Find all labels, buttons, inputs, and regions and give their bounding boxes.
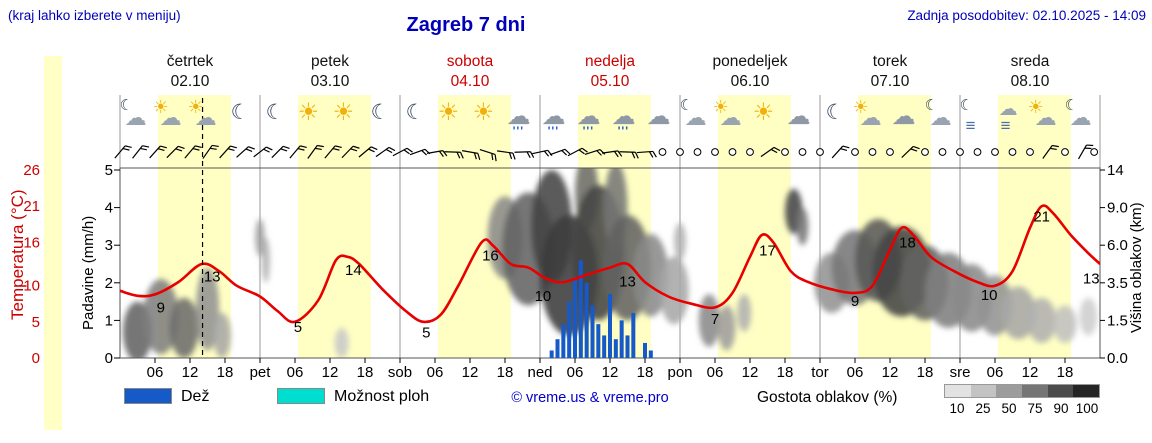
temperature-curve	[120, 204, 1100, 324]
rain-legend-swatch	[124, 388, 172, 404]
svg-text:5: 5	[294, 319, 302, 336]
showers-legend-swatch	[277, 388, 325, 404]
showers-legend-label: Možnost ploh	[334, 388, 430, 405]
left-daylight-strip	[44, 56, 62, 430]
svg-text:16: 16	[482, 247, 499, 264]
svg-text:sob: sob	[388, 364, 412, 381]
svg-text:10: 10	[535, 288, 552, 305]
svg-text:5: 5	[422, 325, 430, 342]
menu-hint[interactable]: (kraj lahko izberete v meniju)	[8, 8, 181, 23]
svg-text:21: 21	[1033, 208, 1050, 225]
svg-text:06: 06	[987, 364, 1004, 381]
svg-text:0: 0	[32, 350, 40, 367]
precipitation-tick-labels: 5 4 3 2 1 0	[105, 162, 120, 367]
svg-text:12: 12	[882, 364, 899, 381]
last-update: Zadnja posodobitev: 02.10.2025 - 14:09	[907, 8, 1146, 23]
svg-text:06: 06	[847, 364, 864, 381]
day-header-četrtek: četrtek 02.10	[166, 53, 214, 90]
svg-text:0: 0	[105, 350, 113, 367]
svg-text:9.0: 9.0	[1107, 200, 1128, 217]
svg-text:7: 7	[711, 311, 719, 328]
cloud-density-legend-label: Gostota oblakov (%)	[757, 389, 898, 406]
svg-text:17: 17	[759, 242, 776, 259]
cloud-density-scale-labels: 10 25 50 75 90 100	[949, 401, 1099, 416]
svg-text:13: 13	[1083, 270, 1100, 287]
svg-text:2: 2	[105, 275, 113, 292]
svg-text:9: 9	[851, 293, 859, 310]
svg-text:18: 18	[1057, 364, 1074, 381]
svg-text:18: 18	[357, 364, 374, 381]
svg-text:1: 1	[105, 312, 113, 329]
svg-text:18: 18	[217, 364, 234, 381]
svg-text:06: 06	[567, 364, 584, 381]
svg-text:14: 14	[1107, 162, 1124, 179]
svg-text:12: 12	[462, 364, 479, 381]
page-title: Zagreb 7 dni	[406, 14, 526, 36]
rain-legend-label: Dež	[181, 388, 210, 405]
svg-text:06: 06	[147, 364, 164, 381]
svg-text:3: 3	[105, 237, 113, 254]
day-header-nedelja: nedelja 05.10	[585, 53, 635, 90]
svg-text:06: 06	[287, 364, 304, 381]
temperature-tick-labels: 26 21 16 10 5 0	[23, 162, 40, 367]
svg-text:sre: sre	[950, 364, 971, 381]
svg-text:ned: ned	[527, 364, 552, 381]
svg-text:12: 12	[742, 364, 759, 381]
svg-text:5: 5	[105, 162, 113, 179]
svg-text:10: 10	[981, 287, 998, 304]
wind-row	[114, 144, 1099, 162]
cloud-height-tick-labels: 14 9.0 6.0 3.5 1.5 0.0	[1100, 162, 1128, 367]
svg-text:18: 18	[637, 364, 654, 381]
svg-text:3.5: 3.5	[1107, 275, 1128, 292]
svg-text:13: 13	[619, 273, 636, 290]
svg-text:06: 06	[707, 364, 724, 381]
svg-text:16: 16	[23, 234, 40, 251]
svg-text:12: 12	[1022, 364, 1039, 381]
svg-text:18: 18	[899, 234, 916, 251]
svg-text:12: 12	[602, 364, 619, 381]
svg-text:06: 06	[427, 364, 444, 381]
svg-text:21: 21	[23, 198, 40, 215]
rain-bars	[549, 260, 653, 358]
day-header-sobota: sobota 04.10	[446, 53, 494, 90]
day-header-torek: torek 07.10	[870, 53, 910, 90]
day-header-petek: petek 03.10	[310, 53, 350, 90]
svg-text:26: 26	[23, 162, 40, 179]
svg-text:18: 18	[497, 364, 514, 381]
credit-link[interactable]: © vreme.us & vreme.pro	[511, 390, 669, 406]
svg-text:1.5: 1.5	[1107, 312, 1128, 329]
svg-text:14: 14	[345, 262, 362, 279]
svg-text:pet: pet	[250, 364, 272, 381]
svg-text:9: 9	[157, 299, 165, 316]
svg-text:pon: pon	[667, 364, 692, 381]
svg-text:12: 12	[322, 364, 339, 381]
svg-text:4: 4	[105, 200, 113, 217]
x-axis-labels: 06 12 18 pet 06 12 18 sob 06 12 18 ned 06 12 18 pon 06 12…	[147, 358, 1074, 381]
cloud-cover-blobs	[122, 168, 1098, 358]
svg-text:18: 18	[777, 364, 794, 381]
svg-text:18: 18	[917, 364, 934, 381]
day-header-sreda: sreda 08.10	[1010, 53, 1050, 90]
svg-text:tor: tor	[811, 364, 829, 381]
svg-text:6.0: 6.0	[1107, 237, 1128, 254]
svg-text:0.0: 0.0	[1107, 350, 1128, 367]
svg-text:10: 10	[23, 278, 40, 295]
svg-text:13: 13	[204, 268, 221, 285]
temperature-value-labels: 9 13 5 14 5 16 10 13 7 17 9 18 10 21 13	[157, 208, 1100, 341]
svg-text:12: 12	[182, 364, 199, 381]
svg-text:5: 5	[32, 314, 40, 331]
cloud-density-gradient	[944, 384, 1100, 398]
day-header-ponedeljek: ponedeljek 06.10	[712, 53, 788, 90]
